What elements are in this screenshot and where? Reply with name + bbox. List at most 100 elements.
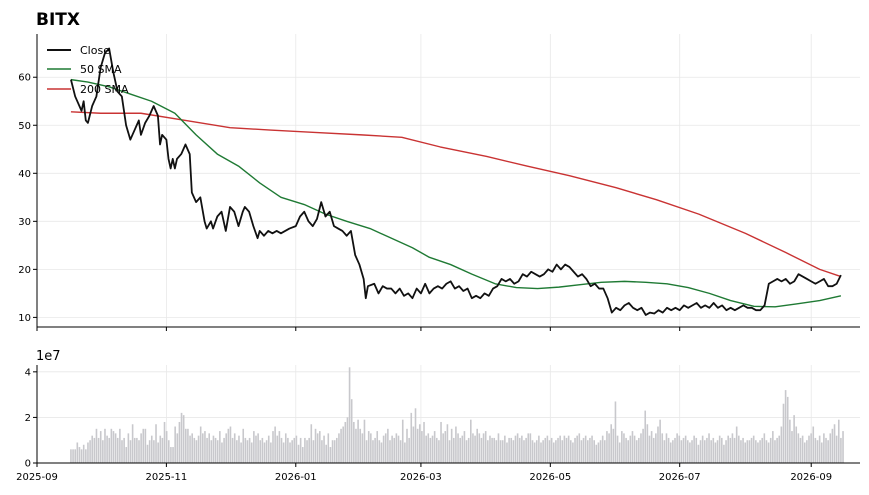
- volume-bar: [280, 437, 283, 463]
- volume-bar: [97, 437, 100, 463]
- volume-bar: [248, 437, 251, 463]
- legend: Close 50 SMA 200 SMA: [47, 44, 129, 96]
- volume-bar: [731, 433, 734, 463]
- volume-bar: [199, 426, 202, 463]
- volume-bar: [348, 367, 351, 463]
- volume-bar: [406, 428, 408, 463]
- volume-bar: [391, 435, 393, 463]
- volume-bar: [829, 433, 832, 463]
- volume-bar: [601, 435, 604, 463]
- volume-bar: [697, 444, 700, 463]
- volume-bar: [427, 433, 430, 463]
- volume-bar: [453, 437, 455, 463]
- series-line-close: [70, 47, 842, 316]
- volume-bar: [614, 401, 617, 463]
- legend-item-200-sma: 200 SMA: [47, 83, 129, 96]
- legend-label-close: Close: [80, 44, 110, 57]
- volume-bar: [593, 440, 595, 463]
- volume-bar: [465, 440, 468, 463]
- volume-bar: [461, 435, 464, 463]
- volume-bar: [750, 437, 753, 463]
- volume-bar: [548, 440, 551, 463]
- volume-bar: [393, 437, 396, 463]
- volume-bar: [412, 426, 415, 463]
- volume-bar: [801, 435, 804, 463]
- volume-bar: [270, 442, 272, 463]
- volume-bar: [267, 435, 270, 463]
- volume-bar: [121, 440, 123, 463]
- volume-bar: [276, 435, 279, 463]
- volume-bar: [667, 437, 670, 463]
- volume-bar: [791, 431, 793, 463]
- volume-y-ticks: 0 2 4: [25, 367, 37, 470]
- volume-bar: [123, 437, 125, 463]
- volume-bar: [682, 437, 685, 463]
- volume-bar: [529, 433, 532, 463]
- volume-bar: [316, 433, 319, 463]
- volume-bar: [399, 440, 402, 463]
- volume-bar: [795, 426, 798, 463]
- volume-bar: [840, 437, 842, 463]
- volume-bar: [663, 440, 666, 463]
- volume-bar: [91, 435, 94, 463]
- volume-bar: [718, 435, 721, 463]
- volume-bar: [814, 437, 817, 463]
- volume-bar: [387, 428, 389, 463]
- volume-bar: [136, 437, 138, 463]
- volume-bar: [729, 437, 732, 463]
- volume-bar: [185, 428, 187, 463]
- volume-bar: [155, 424, 157, 463]
- volume-bar: [70, 449, 72, 463]
- volume-bar: [323, 435, 325, 463]
- series-line-200-sma: [70, 111, 842, 278]
- volume-bar: [359, 428, 362, 463]
- volume-bar: [540, 442, 542, 463]
- volume-bar: [214, 437, 217, 463]
- volume-bar: [812, 426, 815, 463]
- volume-bar: [525, 437, 527, 463]
- volume-bar: [606, 431, 608, 463]
- chart-title: BITX: [36, 10, 80, 30]
- volume-bar: [178, 421, 181, 463]
- volume-bar: [265, 440, 268, 463]
- volume-bar: [621, 431, 623, 463]
- volume-bar: [408, 437, 410, 463]
- volume-bar: [95, 428, 98, 463]
- volume-bar: [410, 412, 413, 463]
- volume-bar: [206, 437, 208, 463]
- price-y-tick-label: 20: [18, 265, 31, 276]
- volume-bar: [587, 440, 589, 463]
- volume-bar: [238, 435, 240, 463]
- volume-bar: [384, 433, 387, 463]
- volume-bar: [752, 435, 755, 463]
- volume-bar: [484, 431, 487, 463]
- volume-bar: [233, 433, 236, 463]
- volume-bar: [476, 428, 478, 463]
- volume-bar: [565, 437, 568, 463]
- volume-bar: [487, 440, 489, 463]
- volume-bar: [580, 440, 583, 463]
- volume-bar: [99, 431, 102, 463]
- volume-bar: [423, 421, 425, 463]
- volume-bar: [635, 440, 638, 463]
- volume-bar: [470, 419, 472, 463]
- volume-bar: [478, 433, 481, 463]
- volume-bar: [182, 415, 185, 463]
- volume-bar: [491, 437, 493, 463]
- volume-bar: [531, 440, 534, 463]
- volume-bar: [493, 437, 496, 463]
- volume-bar: [189, 435, 191, 463]
- volume-bar: [535, 440, 538, 463]
- volume-bar: [174, 426, 176, 463]
- volume-bar: [338, 433, 340, 463]
- volume-bar: [501, 440, 504, 463]
- volume-bar: [421, 431, 423, 463]
- volume-bar: [425, 435, 427, 463]
- volume-bar: [538, 435, 540, 463]
- x-tick-label: 2026-09: [790, 472, 832, 483]
- volume-bar: [831, 428, 834, 463]
- volume-bar: [763, 433, 766, 463]
- volume-bar: [733, 437, 736, 463]
- volume-bar: [769, 437, 772, 463]
- x-tick-label: 2025-11: [145, 472, 187, 483]
